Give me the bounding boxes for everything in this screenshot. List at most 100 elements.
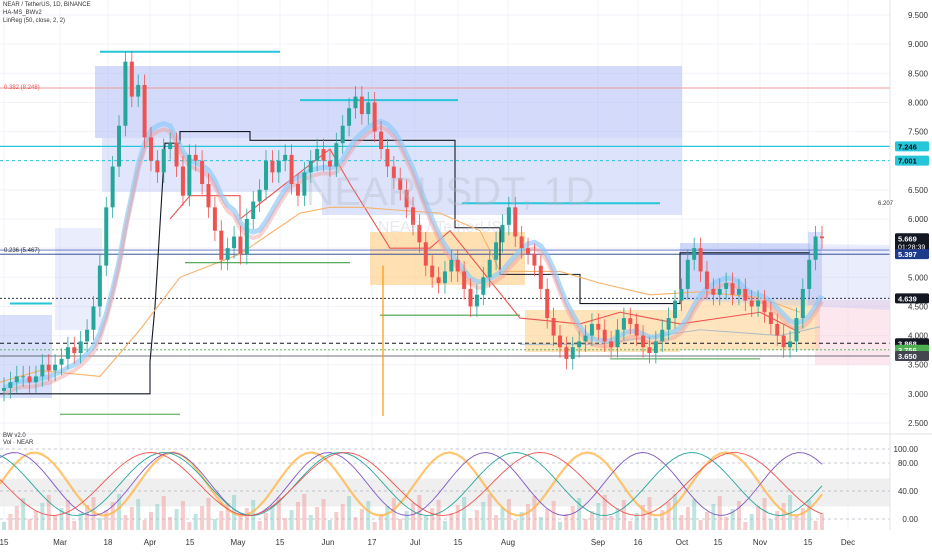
ma-band <box>2 118 825 391</box>
volume-bar <box>628 521 633 530</box>
candle-body <box>168 143 173 150</box>
candle-body <box>225 248 230 260</box>
volume-bar <box>155 504 160 530</box>
price-badge <box>895 293 929 304</box>
volume-bar <box>653 518 658 530</box>
volume-bar <box>65 500 70 530</box>
y-tick-label: 4.000 <box>908 332 929 341</box>
candle-body <box>551 318 556 336</box>
volume-bar <box>2 522 6 530</box>
candle-body <box>97 265 102 307</box>
volume-bar <box>219 511 224 530</box>
volume-bar <box>72 521 77 530</box>
candle-body <box>404 189 409 208</box>
volume-bar <box>136 499 141 530</box>
volume-bar <box>334 512 339 530</box>
y-tick-label: 2.500 <box>908 419 929 428</box>
candle-body <box>327 160 332 167</box>
volume-bar <box>117 494 122 530</box>
volume-bar <box>462 497 467 530</box>
volume-bar <box>315 507 320 530</box>
price-badge-text: 3.756 <box>898 346 917 355</box>
candle-body <box>27 376 32 383</box>
step-line <box>0 206 801 383</box>
volume-bar <box>270 505 275 530</box>
candle-body <box>257 189 262 202</box>
price-badge-text: 3.650 <box>898 352 917 361</box>
candle-body <box>455 259 460 272</box>
x-tick-label: Mar <box>53 538 67 547</box>
indicator-lines <box>0 50 890 417</box>
candle-body <box>308 160 313 173</box>
oscillator-pane <box>0 433 932 530</box>
candle-body <box>65 347 70 359</box>
volume-bar <box>526 504 531 530</box>
volume-bar <box>730 509 735 530</box>
volume-bar <box>379 514 384 530</box>
volume-bar <box>193 514 198 530</box>
volume-bar <box>775 511 780 530</box>
price-badge-text: 5.397 <box>898 250 917 259</box>
volume-bar <box>123 515 128 530</box>
candle-body <box>289 154 294 185</box>
volume-bar <box>206 498 211 530</box>
candle-body <box>33 376 38 383</box>
y-tick-label: 9.500 <box>908 11 929 20</box>
candle-body <box>417 224 422 243</box>
y-tick-label: 6.000 <box>908 215 929 224</box>
volume-bar <box>110 502 115 530</box>
price-badge-text: 7.246 <box>898 142 917 151</box>
volume-bar <box>557 522 562 530</box>
volume-bar <box>359 509 364 530</box>
volume-bar <box>27 519 32 530</box>
candle-body <box>736 288 741 295</box>
volume-bar <box>148 512 153 530</box>
volume-bar <box>679 515 684 530</box>
candle-body <box>621 318 626 330</box>
volume-bar <box>21 498 26 530</box>
candle-body <box>538 265 543 289</box>
volume-bar <box>168 517 173 530</box>
osc-line <box>0 452 823 516</box>
volume-bar <box>187 522 192 530</box>
volume-bar <box>641 505 646 530</box>
volume-bar <box>704 512 709 530</box>
volume-bar <box>104 510 109 530</box>
high-annotation: 6.207 <box>878 201 894 207</box>
candle-body <box>430 265 435 278</box>
candle-body <box>519 236 524 249</box>
volume-bar <box>161 496 166 530</box>
volume-bar <box>212 519 217 530</box>
volume-bar <box>743 522 748 530</box>
candle-body <box>14 376 19 383</box>
candle-body <box>698 248 703 272</box>
volume-bar <box>366 501 371 530</box>
candle-body <box>21 376 26 378</box>
volume-bar <box>142 520 147 530</box>
volume-bar <box>276 497 281 530</box>
candle-body <box>474 294 479 307</box>
volume-bar <box>474 510 479 530</box>
volume-bar <box>264 513 269 530</box>
candle-body <box>155 160 160 173</box>
price-badge-text: 4.639 <box>898 294 917 303</box>
countdown-text: 01:28:39 <box>898 244 925 251</box>
ma-band-2 <box>3 125 824 396</box>
candle-body <box>673 300 678 319</box>
price-badge <box>895 141 929 152</box>
volume-bar <box>257 521 262 530</box>
candle-body <box>704 271 709 289</box>
candle-body <box>187 154 192 196</box>
volume-bar <box>238 516 243 530</box>
volume-bar <box>347 496 352 530</box>
volume-bar <box>91 497 96 530</box>
volume-bar <box>788 495 793 530</box>
volume-bar <box>78 513 83 530</box>
candle-body <box>40 364 45 377</box>
volume-bar <box>736 501 741 530</box>
osc-line <box>0 452 823 516</box>
volume-bar <box>685 507 690 530</box>
price-badge <box>895 350 929 361</box>
candle-body <box>768 312 773 324</box>
